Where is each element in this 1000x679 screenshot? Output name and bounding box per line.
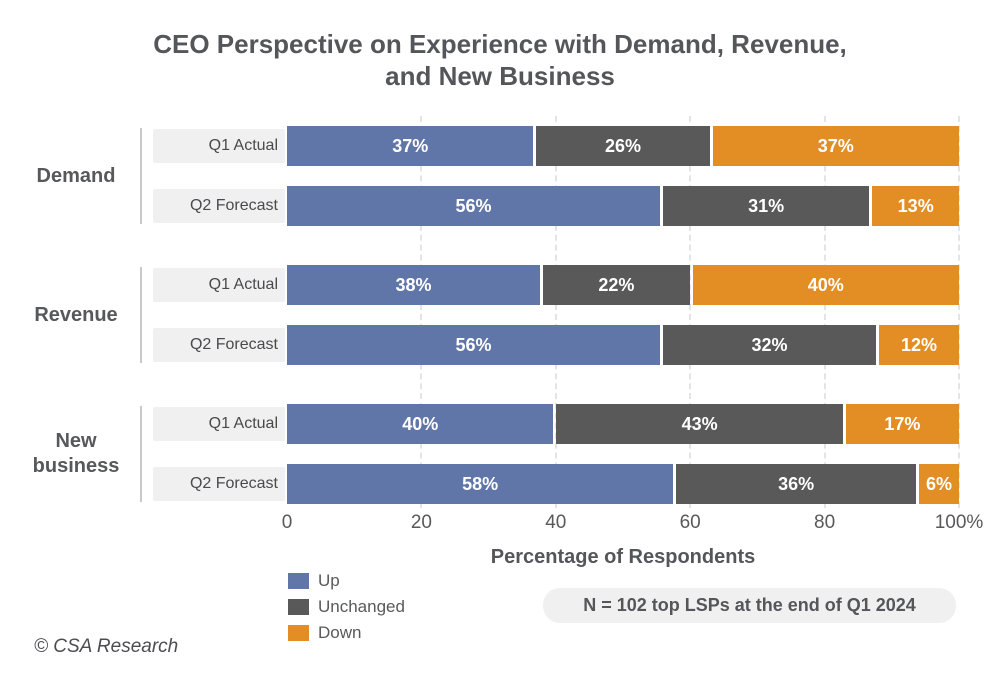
- legend-item-down: Down: [288, 623, 362, 642]
- x-tick-label-40: 40: [545, 512, 567, 533]
- bar-segment-up: 58%: [287, 464, 674, 504]
- gridline-100: [958, 116, 960, 508]
- bar-segment-unchanged: 31%: [662, 186, 870, 226]
- gridline-80: [823, 116, 826, 508]
- legend-swatch-down: [288, 625, 309, 641]
- bar-segment-down: 40%: [692, 265, 959, 305]
- gridline-60: [689, 116, 692, 508]
- group-divider: [140, 406, 142, 502]
- bar-row: 38% 22% 40%: [287, 265, 959, 305]
- bar-segment-up: 40%: [287, 404, 554, 444]
- bar-segment-up: 56%: [287, 186, 660, 226]
- row-label: Q1 Actual: [153, 129, 285, 163]
- copyright-text: © CSA Research: [34, 636, 179, 657]
- group-label-demand: Demand: [36, 164, 116, 187]
- bar-segment-unchanged: 36%: [676, 464, 917, 504]
- x-tick-label-100pct: 100%: [934, 512, 984, 533]
- legend-label-unchanged: Unchanged: [318, 597, 405, 616]
- row-label: Q2 Forecast: [153, 189, 285, 223]
- x-tick-label-0: 0: [281, 512, 293, 533]
- legend-item-up: Up: [288, 571, 340, 590]
- legend-label-down: Down: [318, 623, 362, 642]
- chart-title-line1: CEO Perspective on Experience with Deman…: [153, 29, 847, 59]
- legend-label-up: Up: [318, 571, 340, 590]
- chart-title: CEO Perspective on Experience with Deman…: [0, 28, 1000, 92]
- sample-size-note: N = 102 top LSPs at the end of Q1 2024: [543, 588, 956, 623]
- group-label-new-business: New business: [32, 430, 120, 477]
- chart-title-line2: and New Business: [385, 61, 615, 91]
- bar-segment-down: 17%: [845, 404, 959, 444]
- bar-segment-unchanged: 32%: [662, 325, 877, 365]
- row-label: Q2 Forecast: [153, 328, 285, 362]
- bar-segment-down: 37%: [712, 126, 959, 166]
- bar-segment-down: 12%: [879, 325, 959, 365]
- bar-segment-up: 56%: [287, 325, 660, 365]
- bar-row: 37% 26% 37%: [287, 126, 959, 166]
- legend-item-unchanged: Unchanged: [288, 597, 405, 616]
- group-divider: [140, 267, 142, 363]
- bar-row: 56% 32% 12%: [287, 325, 959, 365]
- gridline-20: [420, 116, 423, 508]
- bar-segment-unchanged: 26%: [536, 126, 710, 166]
- row-label: Q2 Forecast: [153, 467, 285, 501]
- row-label: Q1 Actual: [153, 407, 285, 441]
- x-tick-label-80: 80: [814, 512, 836, 533]
- bar-row: 58% 36% 6%: [287, 464, 959, 504]
- gridline-40: [554, 116, 557, 508]
- bar-segment-unchanged: 43%: [556, 404, 843, 444]
- group-label-revenue: Revenue: [34, 303, 118, 326]
- row-label: Q1 Actual: [153, 268, 285, 302]
- bar-segment-up: 38%: [287, 265, 541, 305]
- bar-segment-down: 13%: [872, 186, 959, 226]
- bar-row: 56% 31% 13%: [287, 186, 959, 226]
- bar-segment-down: 6%: [919, 464, 959, 504]
- legend-swatch-unchanged: [288, 599, 309, 615]
- x-axis-label: Percentage of Respondents: [490, 546, 756, 568]
- x-tick-label-60: 60: [679, 512, 701, 533]
- bar-segment-up: 37%: [287, 126, 534, 166]
- bar-segment-unchanged: 22%: [543, 265, 690, 305]
- legend-swatch-up: [288, 573, 309, 589]
- group-divider: [140, 128, 142, 224]
- x-tick-label-20: 20: [410, 512, 432, 533]
- bar-row: 40% 43% 17%: [287, 404, 959, 444]
